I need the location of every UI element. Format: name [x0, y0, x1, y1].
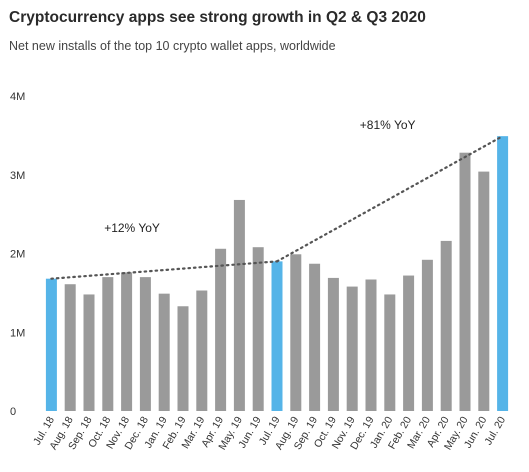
bar-series — [45, 136, 509, 411]
bar — [196, 290, 208, 411]
bar — [158, 293, 170, 411]
y-axis: 0 1M 2M 3M 4M — [10, 91, 25, 418]
chart-subtitle: Net new installs of the top 10 crypto wa… — [9, 39, 336, 53]
bar-highlight — [45, 278, 57, 411]
trend-line — [275, 135, 504, 263]
y-tick-label: 0 — [10, 406, 16, 418]
bar — [459, 152, 471, 411]
yoy-annotation: +12% YoY — [104, 221, 160, 235]
bar — [478, 171, 490, 411]
trend-line — [50, 260, 279, 280]
bar — [177, 306, 189, 411]
bar — [384, 294, 396, 411]
y-tick-label: 2M — [10, 249, 25, 261]
bar — [215, 248, 227, 411]
bar — [421, 259, 433, 411]
y-tick-label: 3M — [10, 170, 25, 182]
bar — [233, 199, 245, 411]
annotations: +12% YoY +81% YoY — [104, 118, 415, 235]
bar — [139, 277, 151, 411]
bar — [121, 272, 133, 411]
bar — [327, 277, 339, 411]
bar — [102, 277, 114, 411]
bar — [252, 247, 264, 411]
trend-lines — [50, 135, 504, 280]
bar-highlight — [271, 261, 283, 411]
bar — [309, 263, 321, 411]
bar — [346, 286, 358, 411]
y-tick-label: 1M — [10, 327, 25, 339]
bar — [290, 254, 302, 411]
chart-title: Cryptocurrency apps see strong growth in… — [9, 9, 426, 26]
y-tick-label: 4M — [10, 91, 25, 103]
bar — [440, 240, 452, 411]
bar — [64, 284, 76, 411]
bar-highlight — [497, 136, 509, 411]
bar — [365, 279, 377, 411]
bar — [403, 275, 415, 411]
bar — [83, 294, 95, 411]
yoy-annotation: +81% YoY — [360, 118, 416, 132]
